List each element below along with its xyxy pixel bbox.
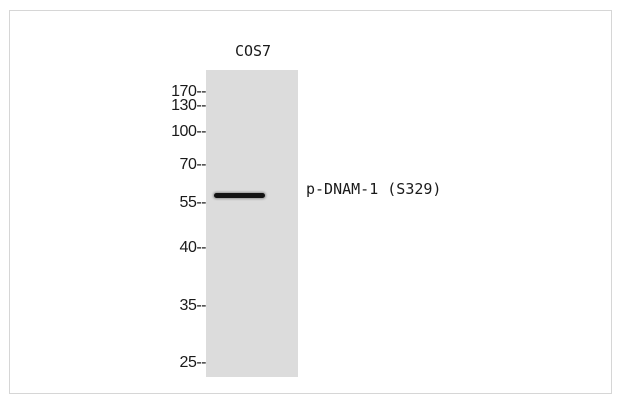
protein-band xyxy=(214,193,265,198)
target-protein-label: p-DNAM-1 (S329) xyxy=(306,180,442,198)
marker-130: 130-- xyxy=(171,97,206,114)
figure-frame xyxy=(9,10,612,394)
marker-170: 170-- xyxy=(171,83,206,100)
marker-100: 100-- xyxy=(171,123,206,140)
marker-70: 70-- xyxy=(179,156,207,173)
marker-40: 40-- xyxy=(179,239,207,256)
lane-label: COS7 xyxy=(234,42,272,60)
marker-55: 55-- xyxy=(179,194,207,211)
marker-35: 35-- xyxy=(179,297,207,314)
marker-25: 25-- xyxy=(179,354,207,371)
blot-lane xyxy=(206,70,298,377)
